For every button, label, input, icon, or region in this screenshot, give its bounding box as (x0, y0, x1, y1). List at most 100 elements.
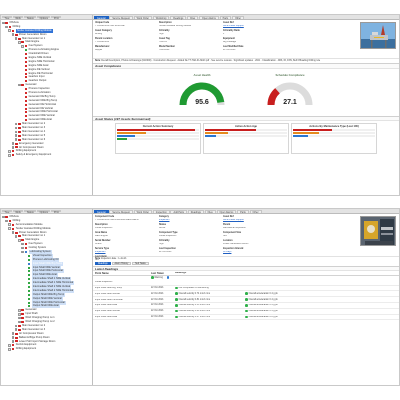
tree-node[interactable]: + Main Generator no 2 (1, 324, 92, 328)
tree-node[interactable]: Engine DE Horizontal (1, 72, 92, 76)
collapse-icon[interactable]: - (5, 25, 8, 29)
collapse-icon[interactable]: - (18, 41, 21, 45)
expand-icon[interactable]: + (14, 134, 18, 138)
collapse-icon[interactable]: - (2, 215, 5, 219)
tab-readings[interactable]: Readings (187, 209, 204, 214)
tree-toolbar-tab[interactable]: Tree (2, 15, 12, 20)
tree-node[interactable]: Intermediate Shaft 2 NDE Vertical (1, 285, 92, 289)
tree-node[interactable]: Input Shaft NDE Vertical (1, 265, 92, 270)
collapse-icon[interactable]: - (8, 227, 11, 231)
tab-add-parts[interactable]: Add Parts (170, 209, 187, 214)
tree-node[interactable]: - Tender Assisted Drilling Module (1, 28, 92, 33)
tree-node[interactable]: - Main Generator no 1 (1, 37, 92, 41)
tree-node[interactable]: Input Shaft NDE Horizontal (1, 269, 92, 274)
expand-icon[interactable]: + (14, 138, 18, 142)
tree-toolbar-tab[interactable]: Print (51, 209, 62, 214)
tree-toolbar-tab[interactable]: Options (37, 209, 51, 214)
table-row[interactable]: Input Shaft NDE Vertical 22 Oct 2021 Overa… (93, 309, 399, 315)
expand-icon[interactable]: + (14, 126, 18, 130)
tree-node[interactable]: + Drilling Equipment (1, 347, 92, 351)
table-row[interactable]: Input Shaft NDE Axial 22 Oct 2021 Overall … (93, 303, 399, 309)
tree-node[interactable]: Process Lubricating Engine (1, 48, 92, 52)
tree-node[interactable]: - Main Engine (1, 40, 92, 44)
tree-node[interactable]: - Power Generation Room (1, 231, 92, 235)
tree-node[interactable]: - Offshore (1, 215, 92, 219)
tree-node[interactable]: - Tender Assisted Drilling Module (1, 227, 92, 231)
tab-workshop[interactable]: Workshop (152, 15, 170, 20)
tree-node[interactable]: Crankshaft Driven (1, 52, 92, 56)
tab-parts[interactable]: Parts (237, 209, 249, 214)
tree-node[interactable]: Generator NDE Vertical (1, 114, 92, 118)
tree-node[interactable]: - Drilling (1, 219, 92, 223)
tree-node[interactable]: + Emergency Generator (1, 142, 92, 146)
tree-node[interactable]: + Main Generator no 5 (1, 134, 92, 138)
tree-node[interactable]: + Derrick Equipment (1, 343, 92, 347)
expand-icon[interactable]: + (21, 242, 24, 246)
table-row[interactable]: Input Shaft NDE Horizontal 22 Oct 2021 Ove… (93, 297, 399, 303)
tree-node[interactable]: Process Inspection (1, 87, 92, 91)
tree-node[interactable]: + Generator (1, 308, 92, 312)
subtab-readings[interactable]: Readings (95, 261, 111, 266)
collapse-icon[interactable]: - (2, 21, 5, 25)
tree-node[interactable]: Intermediate Shaft 1 NDE Horizontal (1, 281, 92, 286)
collapse-icon[interactable]: - (18, 238, 21, 242)
tree-node[interactable]: + Safety & Emergency Equipment (1, 153, 92, 157)
expand-icon[interactable]: + (21, 246, 24, 250)
tab-files[interactable]: Files (187, 15, 199, 20)
tree-node[interactable]: Process Lubrication (1, 91, 92, 95)
tree-node[interactable]: Output Shaft NDE Axial (1, 304, 92, 309)
tree-node[interactable]: + Air Compressor Room (1, 146, 92, 150)
tree-node[interactable]: Input Shaft NDE Brg Temp (1, 261, 92, 266)
expand-icon[interactable]: + (14, 328, 18, 332)
collapse-icon[interactable]: - (18, 83, 21, 87)
expand-icon[interactable]: + (14, 130, 18, 134)
tab-files[interactable]: Files (204, 209, 216, 214)
field-link[interactable]: 30 Days (223, 250, 232, 253)
expand-icon[interactable]: + (8, 150, 11, 154)
collapse-icon[interactable]: - (14, 37, 18, 41)
collapse-icon[interactable]: - (11, 231, 15, 235)
table-row[interactable]: Input Shaft NDE Axial 22 Oct 2021 Overall … (93, 315, 399, 321)
tree-node[interactable]: + Main Generator no 6 (1, 138, 92, 142)
field-link[interactable]: Click to Edit Support (223, 24, 244, 27)
tab-work-order[interactable]: Work Order (133, 15, 152, 20)
tree-node[interactable]: + Accommodation Module (1, 223, 92, 227)
tab-open-alarms[interactable]: Open Alarms (216, 209, 237, 214)
tree-node[interactable]: + Main Generator no 3 (1, 328, 92, 332)
tree-node[interactable]: + Main Generator no 4 (1, 130, 92, 134)
tab-parts[interactable]: Parts (219, 15, 232, 20)
collapse-icon[interactable]: - (21, 250, 24, 254)
expand-icon[interactable]: + (11, 336, 15, 340)
tab-service-request[interactable]: Service Request (109, 209, 133, 214)
collapse-icon[interactable]: - (8, 29, 11, 33)
tab-other[interactable]: Other (232, 15, 245, 20)
expand-icon[interactable]: + (8, 344, 11, 348)
tree-node[interactable]: Process Lubricating Oil (1, 257, 92, 262)
tree-node[interactable]: + Air Compressor Room (1, 332, 92, 336)
tree-node[interactable]: Engine NDE Horizontal (1, 60, 92, 64)
tab-service-request[interactable]: Service Request (109, 15, 133, 20)
expand-icon[interactable]: + (11, 146, 15, 150)
tree-toolbar-tab[interactable]: Work (12, 209, 24, 214)
tab-general[interactable]: General (94, 209, 109, 214)
tree-toolbar-tab[interactable]: Status (24, 209, 37, 214)
tree-node[interactable]: + Fuel System (1, 44, 92, 48)
tree-node[interactable]: Engine NDE Vertical (1, 56, 92, 60)
tree-node[interactable]: + Main Generator no 2 (1, 122, 92, 126)
tree-node[interactable]: - Lubricating System (1, 250, 92, 254)
field-link[interactable]: Inspection (159, 218, 170, 221)
tree-node[interactable]: + Wind Charging Pump no 1 (1, 316, 92, 320)
tree-node[interactable]: Generator DE Horizontal (1, 103, 92, 107)
expand-icon[interactable]: + (18, 316, 21, 320)
tree-node[interactable]: Output Shaft NDE Brg Temp (1, 292, 92, 297)
tab-other[interactable]: Other (249, 209, 262, 214)
tree-toolbar-tab[interactable]: Options (37, 15, 51, 20)
tree-node[interactable]: + Wind Charging Pump no 2 (1, 320, 92, 324)
subtab-sub-tasks[interactable]: Sub Tasks (132, 261, 149, 266)
tree-node[interactable]: Generator NDE Brg Temp (1, 99, 92, 103)
expand-icon[interactable]: + (21, 44, 24, 48)
tree-node[interactable]: - Power Generation Room (1, 33, 92, 37)
tree-node[interactable]: + Drilling Equipment (1, 149, 92, 153)
tree-node[interactable]: Engine DE Vertical (1, 68, 92, 72)
tree-node[interactable]: Generator NDE Horizontal (1, 110, 92, 114)
